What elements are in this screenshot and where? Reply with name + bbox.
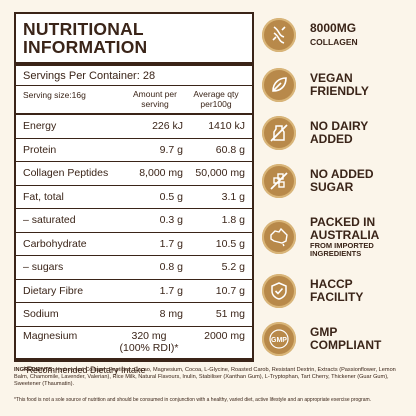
nutrient-row: Carbohydrate 1.7 g 10.5 g xyxy=(16,231,252,256)
nutrient-name: Sodium xyxy=(23,308,59,321)
per-serving-value: 9.7 g xyxy=(159,143,183,156)
leaf-icon xyxy=(262,68,296,102)
australia-icon xyxy=(262,220,296,254)
serving-size-label: Serving size:16g xyxy=(23,90,86,100)
ingredients-list: INGREDIENTS: Hydrolysed Collagen Peptide… xyxy=(14,367,404,388)
claim-haccp: HACCP FACILITY xyxy=(262,274,412,308)
per-100g-value: 51 mg xyxy=(215,308,245,321)
per-serving-value: 226 kJ xyxy=(152,120,183,133)
divider xyxy=(16,62,252,66)
nutrient-name: – saturated xyxy=(23,214,76,227)
nutrient-name: Dietary Fibre xyxy=(23,284,84,297)
claim-vegan: VEGAN FRIENDLY xyxy=(262,68,412,102)
nutrient-row-magnesium: Magnesium 320 mg (100% RDI)* 2000 mg xyxy=(16,325,252,358)
nutrient-row: Sodium 8 mg 51 mg xyxy=(16,302,252,326)
header-line: Amount per xyxy=(133,89,177,99)
claim-no-dairy: NO DAIRY ADDED xyxy=(262,116,412,150)
per-serving-value: 1.7 g xyxy=(159,284,183,297)
servings-per-container: Servings Per Container: 28 xyxy=(23,70,156,82)
claim-line: COMPLIANT xyxy=(310,338,382,352)
disclaimer: *This food is not a sole source of nutri… xyxy=(14,397,372,403)
per-100g-value: 10.5 g xyxy=(215,237,245,250)
header-line: Average qty xyxy=(193,89,239,99)
per-serving-value: 0.5 g xyxy=(159,190,183,203)
claim-line: FRIENDLY xyxy=(310,84,369,98)
per-100g-value: 60.8 g xyxy=(215,143,245,156)
nutrient-row: Energy 226 kJ 1410 kJ xyxy=(16,113,252,138)
per-serving-value: 320 mg (100% RDI)* xyxy=(115,330,187,354)
nutrient-name: – sugars xyxy=(23,261,64,274)
claim-australia: PACKED IN AUSTRALIA FROM IMPORTED INGRED… xyxy=(262,216,412,258)
nutrient-row: Collagen Peptides 8,000 mg 50,000 mg xyxy=(16,161,252,185)
nutrient-row: Fat, total 0.5 g 3.1 g xyxy=(16,184,252,209)
gmp-icon: GMP xyxy=(262,322,296,356)
claim-line: NO DAIRY xyxy=(310,119,369,133)
svg-text:GMP: GMP xyxy=(271,337,287,344)
ingredients-label: INGREDIENTS: xyxy=(14,367,55,373)
collagen-icon xyxy=(262,18,296,52)
nutrient-name: Fat, total xyxy=(23,190,64,203)
claim-line: HACCP xyxy=(310,277,353,291)
claim-line: ADDED xyxy=(310,132,353,146)
claim-gmp: GMP GMP COMPLIANT xyxy=(262,322,412,356)
claim-label: 8000MG COLLAGEN xyxy=(310,20,358,49)
nutrient-name: Magnesium xyxy=(23,329,78,342)
claim-label: PACKED IN AUSTRALIA FROM IMPORTED INGRED… xyxy=(310,216,412,258)
nutrient-name: Collagen Peptides xyxy=(23,167,109,180)
claim-line: COLLAGEN xyxy=(310,36,358,47)
per-serving-value: 8 mg xyxy=(159,308,183,321)
nutrient-row: Protein 9.7 g 60.8 g xyxy=(16,137,252,162)
title-line-2: INFORMATION xyxy=(23,37,148,57)
claim-line: FACILITY xyxy=(310,290,364,304)
nutrient-name: Carbohydrate xyxy=(23,237,87,250)
shield-check-icon xyxy=(262,274,296,308)
claim-label: NO ADDED SUGAR xyxy=(310,168,374,194)
per-100g-value: 2000 mg xyxy=(204,329,245,342)
magnesium-serving: 320 mg xyxy=(131,329,167,342)
claim-line: AUSTRALIA xyxy=(310,228,380,242)
header-line: per100g xyxy=(200,99,232,109)
claim-line: GMP xyxy=(310,325,338,339)
claim-collagen: 8000MG COLLAGEN xyxy=(262,18,412,52)
no-dairy-icon xyxy=(262,116,296,150)
average-per-100g-header: Average qty per100g xyxy=(187,89,245,109)
rdi-note: *Recommended Dietary Intake xyxy=(16,357,252,375)
nutrient-row: – saturated 0.3 g 1.8 g xyxy=(16,208,252,232)
per-100g-value: 1410 kJ xyxy=(208,120,245,133)
claim-label: GMP COMPLIANT xyxy=(310,326,381,352)
per-100g-value: 5.2 g xyxy=(221,261,245,274)
claim-line: VEGAN xyxy=(310,71,353,85)
no-sugar-icon xyxy=(262,164,296,198)
per-100g-value: 3.1 g xyxy=(221,190,245,203)
claim-sub-text: FROM IMPORTED INGREDIENTS xyxy=(310,241,374,258)
per-100g-value: 1.8 g xyxy=(221,214,245,227)
claim-line: SUGAR xyxy=(310,180,354,194)
nutrient-row: – sugars 0.8 g 5.2 g xyxy=(16,255,252,279)
per-serving-value: 0.3 g xyxy=(159,214,183,227)
claim-line: PACKED IN xyxy=(310,215,376,229)
nutrient-row: Dietary Fibre 1.7 g 10.7 g xyxy=(16,278,252,303)
nutrient-name: Protein xyxy=(23,143,57,156)
claim-no-sugar: NO ADDED SUGAR xyxy=(262,164,412,198)
claim-label: VEGAN FRIENDLY xyxy=(310,72,369,98)
title-line-1: NUTRITIONAL xyxy=(23,19,144,39)
claim-line: 8000MG xyxy=(310,20,357,35)
amount-per-serving-header: Amount per serving xyxy=(123,89,187,109)
header-line: serving xyxy=(141,99,169,109)
panel-title: NUTRITIONAL INFORMATION xyxy=(23,20,245,56)
divider xyxy=(16,85,252,86)
column-header: Serving size:16g Amount per serving Aver… xyxy=(23,86,245,113)
claim-label: NO DAIRY ADDED xyxy=(310,120,368,146)
nutrient-name: Energy xyxy=(23,120,57,133)
ingredients-text: Hydrolysed Collagen Peptides, Cacao, Mag… xyxy=(14,367,396,387)
claim-line: NO ADDED xyxy=(310,167,374,181)
per-serving-value: 0.8 g xyxy=(159,261,183,274)
per-100g-value: 50,000 mg xyxy=(195,167,245,180)
magnesium-rdi: (100% RDI)* xyxy=(119,341,179,354)
claim-label: HACCP FACILITY xyxy=(310,278,363,304)
per-serving-value: 1.7 g xyxy=(159,237,183,250)
nutrition-panel: NUTRITIONAL INFORMATION Servings Per Con… xyxy=(14,12,254,375)
per-serving-value: 8,000 mg xyxy=(139,167,183,180)
per-100g-value: 10.7 g xyxy=(215,284,245,297)
